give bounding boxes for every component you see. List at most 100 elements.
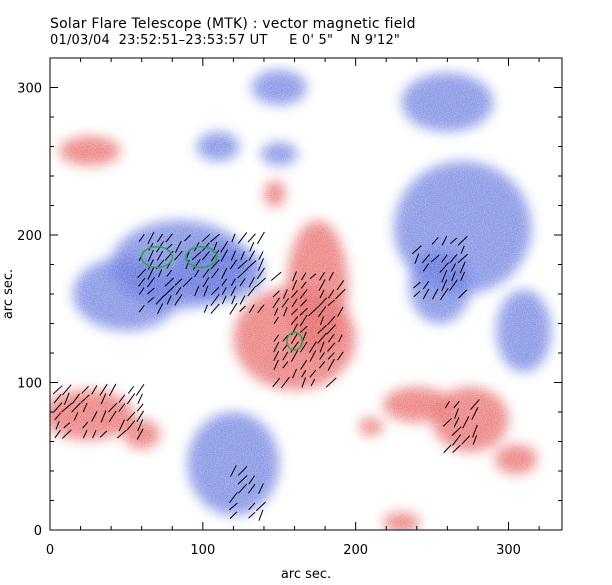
- field-vector: [192, 259, 201, 270]
- field-vector: [202, 277, 210, 288]
- field-vector: [257, 304, 265, 314]
- field-vector: [457, 253, 468, 264]
- field-vector: [413, 281, 421, 289]
- field-vector: [301, 377, 307, 388]
- field-vector: [99, 430, 108, 438]
- contour-layer: [140, 246, 303, 351]
- field-vector: [127, 385, 135, 394]
- x-tick-label: 0: [46, 543, 54, 558]
- field-vector: [248, 502, 256, 511]
- field-vector: [450, 263, 456, 272]
- field-vector: [174, 294, 183, 306]
- field-vector: [270, 271, 282, 281]
- field-vector: [185, 259, 190, 270]
- field-vector: [299, 307, 308, 316]
- field-vector: [157, 269, 163, 278]
- field-vector: [155, 295, 165, 305]
- field-vector: [449, 237, 458, 245]
- field-vector: [327, 352, 335, 360]
- field-vector: [166, 269, 173, 277]
- field-vector: [118, 394, 126, 403]
- field-vector: [54, 429, 61, 439]
- field-vector: [283, 307, 288, 317]
- field-vector: [452, 444, 461, 454]
- y-tick-label: 300: [17, 82, 42, 97]
- field-vector: [82, 402, 88, 413]
- field-vector: [273, 334, 280, 343]
- field-vector: [291, 280, 298, 291]
- field-vector: [319, 271, 325, 281]
- field-vector: [221, 295, 227, 305]
- field-vector: [460, 245, 465, 254]
- field-vector: [91, 411, 98, 422]
- y-axis-label: arc sec.: [1, 269, 16, 319]
- field-vector: [462, 416, 470, 429]
- field-vector: [157, 233, 164, 243]
- field-vector: [300, 359, 308, 370]
- field-vector: [99, 383, 108, 396]
- field-vector: [201, 251, 210, 261]
- field-vector: [163, 285, 175, 297]
- field-vector: [137, 268, 147, 279]
- field-contour: [185, 246, 218, 269]
- field-vector: [282, 361, 289, 369]
- field-vector: [319, 341, 325, 353]
- field-vector: [309, 350, 317, 362]
- field-vector: [248, 512, 256, 519]
- field-vector: [54, 412, 61, 421]
- field-vector: [109, 383, 117, 397]
- field-vector: [471, 407, 479, 420]
- field-vector: [126, 393, 136, 405]
- field-vector: [290, 332, 299, 344]
- field-vector: [237, 259, 248, 270]
- field-vector: [411, 245, 422, 255]
- field-vector: [453, 401, 460, 409]
- field-vector: [325, 377, 337, 388]
- field-vector: [309, 369, 317, 378]
- field-vector: [239, 295, 246, 305]
- field-vector: [221, 278, 228, 286]
- field-vector: [256, 231, 265, 245]
- field-vector: [166, 295, 172, 305]
- field-vector: [237, 475, 248, 485]
- field-vector: [175, 287, 182, 295]
- field-vector: [300, 281, 307, 289]
- field-vector: [229, 511, 238, 519]
- field-vector: [210, 286, 220, 296]
- field-vector: [249, 241, 255, 252]
- field-vector: [327, 289, 335, 299]
- field-vector: [53, 394, 62, 404]
- field-vector: [273, 350, 280, 362]
- field-vector: [240, 251, 245, 261]
- field-vector: [421, 253, 430, 264]
- field-vector: [327, 342, 336, 352]
- field-vector: [299, 314, 308, 327]
- field-vector: [63, 392, 70, 405]
- field-vector: [248, 483, 256, 494]
- field-vector: [461, 435, 471, 445]
- field-vector: [282, 351, 289, 361]
- field-vector: [470, 399, 480, 410]
- field-vector: [310, 378, 316, 387]
- field-vector: [220, 241, 229, 253]
- field-vector: [413, 290, 421, 298]
- field-vector: [194, 269, 200, 278]
- field-vector: [422, 288, 430, 300]
- field-vector: [247, 285, 257, 297]
- field-vector: [210, 293, 220, 306]
- field-vector: [182, 277, 193, 288]
- field-vector: [472, 435, 478, 445]
- y-tick-label: 0: [34, 524, 42, 539]
- field-vector: [248, 276, 255, 288]
- field-vector: [138, 304, 145, 313]
- field-vector: [299, 325, 308, 333]
- field-vector: [174, 278, 183, 286]
- field-vector: [441, 236, 448, 246]
- field-vector: [282, 334, 289, 342]
- field-vector: [230, 465, 237, 477]
- field-vector: [230, 286, 237, 296]
- field-vector: [327, 334, 335, 343]
- field-vector: [82, 421, 89, 429]
- field-vector: [338, 334, 343, 343]
- field-vector: [441, 269, 448, 283]
